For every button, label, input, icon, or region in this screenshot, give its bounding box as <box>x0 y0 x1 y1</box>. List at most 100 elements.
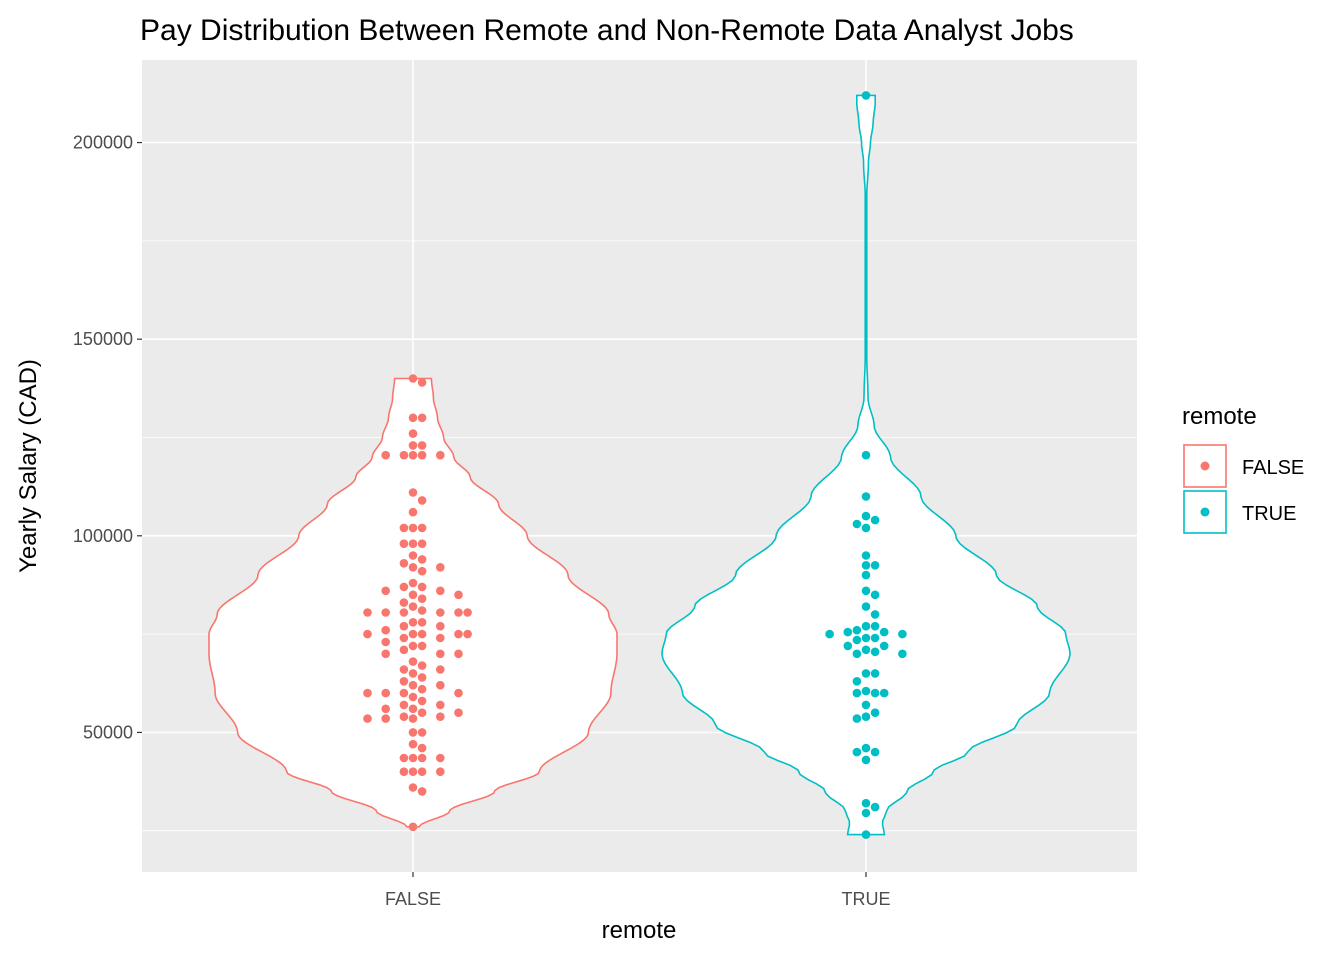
point-false <box>417 641 427 651</box>
point-false <box>463 629 472 639</box>
point-true <box>825 629 834 639</box>
point-false <box>436 621 445 631</box>
point-true <box>870 561 880 570</box>
point-true <box>861 743 871 753</box>
point-false <box>417 684 427 694</box>
point-false <box>399 700 409 710</box>
point-false <box>399 677 409 686</box>
point-false <box>399 523 409 533</box>
point-true <box>861 91 871 100</box>
point-false <box>417 555 427 564</box>
x-axis-title: remote <box>602 917 677 944</box>
point-false <box>417 496 427 505</box>
point-true <box>870 610 880 619</box>
point-false <box>381 688 391 698</box>
point-false <box>417 696 427 706</box>
point-false <box>408 429 418 438</box>
point-true <box>898 629 907 639</box>
legend-item-true: TRUE <box>1183 490 1296 534</box>
point-false <box>417 743 427 753</box>
point-true <box>861 602 871 611</box>
point-true <box>861 645 871 655</box>
point-false <box>381 450 391 460</box>
point-false <box>408 539 418 548</box>
point-false <box>436 700 445 710</box>
point-false <box>399 712 409 721</box>
point-true <box>852 635 862 645</box>
point-false <box>408 680 418 690</box>
point-false <box>436 665 445 674</box>
point-false <box>417 606 427 615</box>
point-false <box>417 787 427 796</box>
point-true <box>861 511 871 521</box>
point-false <box>381 608 391 617</box>
point-true <box>861 551 871 560</box>
chart-title: Pay Distribution Between Remote and Non-… <box>140 14 1074 47</box>
y-tick-label: 200000 <box>73 133 133 153</box>
point-false <box>408 669 418 678</box>
point-true <box>879 627 889 637</box>
point-false <box>381 704 391 714</box>
point-false <box>399 633 409 643</box>
x-tick-label: TRUE <box>842 889 891 909</box>
point-false <box>408 714 418 723</box>
point-false <box>454 708 463 717</box>
point-false <box>436 753 445 763</box>
point-true <box>861 561 871 570</box>
point-true <box>861 808 871 818</box>
point-false <box>463 608 472 617</box>
point-false <box>399 645 409 655</box>
point-false <box>417 378 427 387</box>
point-false <box>363 608 372 617</box>
point-false <box>454 688 463 698</box>
point-true <box>870 621 880 631</box>
point-true <box>852 677 862 686</box>
y-tick-label: 100000 <box>73 526 133 546</box>
legend-key-dot-true <box>1200 507 1210 517</box>
point-false <box>408 692 418 702</box>
point-true <box>870 688 880 698</box>
point-false <box>399 598 409 607</box>
point-true <box>879 641 889 651</box>
point-true <box>861 830 871 839</box>
point-false <box>417 753 427 763</box>
point-false <box>408 413 418 423</box>
point-false <box>436 767 445 776</box>
point-false <box>381 714 391 723</box>
point-false <box>408 822 418 832</box>
violin-true <box>661 94 1071 836</box>
point-false <box>417 618 427 627</box>
point-false <box>417 728 427 737</box>
point-false <box>408 488 418 497</box>
point-false <box>408 618 418 627</box>
point-true <box>870 590 880 600</box>
point-false <box>399 665 409 674</box>
point-false <box>399 582 409 592</box>
legend-key-dot-false <box>1200 461 1210 471</box>
point-false <box>381 637 391 647</box>
point-false <box>408 767 418 776</box>
legend-item-false: FALSE <box>1183 444 1304 488</box>
point-false <box>408 563 418 572</box>
point-false <box>363 688 372 698</box>
point-true <box>861 755 871 765</box>
point-false <box>417 582 427 592</box>
point-false <box>408 590 418 600</box>
point-true <box>861 492 871 501</box>
legend-label-false: FALSE <box>1242 457 1304 479</box>
y-tick-label: 150000 <box>73 329 133 349</box>
point-false <box>408 507 418 517</box>
point-false <box>399 621 409 631</box>
point-true <box>852 747 862 757</box>
point-true <box>870 647 880 657</box>
point-false <box>454 590 463 600</box>
point-true <box>870 708 880 717</box>
point-true <box>870 802 880 812</box>
point-true <box>861 669 871 678</box>
point-true <box>861 633 871 643</box>
point-false <box>408 728 418 737</box>
y-tick-label: 50000 <box>83 722 133 742</box>
y-axis: 50000 100000 150000 200000 <box>73 133 142 742</box>
point-false <box>408 523 418 533</box>
point-true <box>852 714 862 723</box>
